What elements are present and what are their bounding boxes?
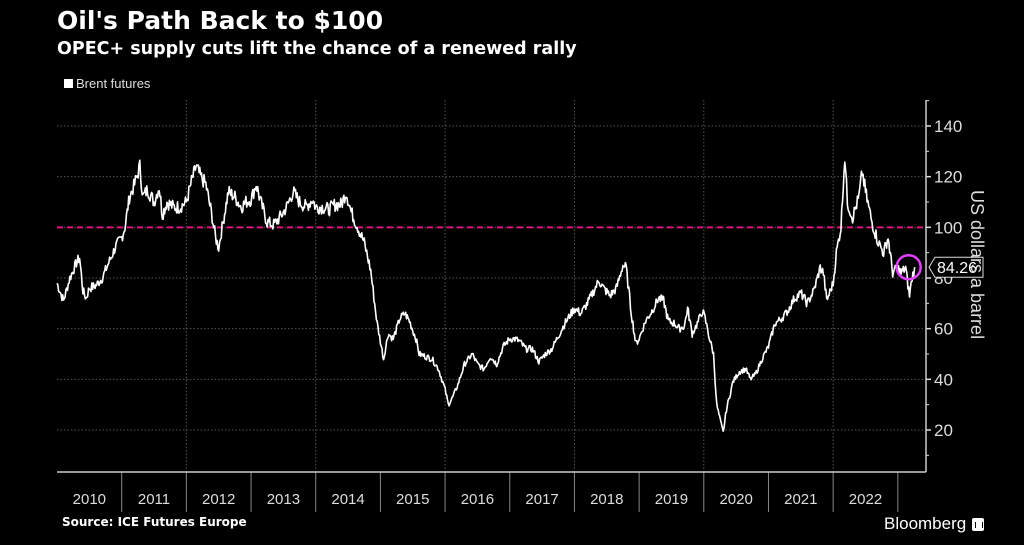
y-tick-label: 140: [934, 117, 962, 136]
x-tick-label: 2022: [849, 491, 882, 508]
x-tick-label: 2015: [396, 491, 429, 508]
legend: Brent futures: [64, 76, 150, 91]
grid: [57, 100, 926, 472]
x-tick-label: 2018: [590, 491, 623, 508]
x-tick-label: 2013: [267, 491, 300, 508]
chart-subtitle: OPEC+ supply cuts lift the chance of a r…: [57, 39, 577, 59]
x-tick-label: 2017: [525, 491, 558, 508]
bloomberg-chart-icon: [972, 517, 985, 531]
brand-name: Bloomberg: [884, 514, 967, 533]
x-tick-label: 2012: [202, 491, 235, 508]
chart-title: Oil's Path Back to $100: [57, 6, 384, 35]
last-value-badge: [928, 256, 984, 278]
series-group: [56, 159, 916, 432]
series-line-brent: [56, 159, 916, 432]
x-tick-label: 2014: [331, 491, 364, 508]
x-tick-label: 2019: [655, 491, 688, 508]
legend-label: Brent futures: [76, 76, 151, 91]
y-tick-label: 120: [934, 168, 962, 187]
y-tick-label: 100: [934, 218, 962, 237]
y-axis-label: US dollars a barrel: [967, 190, 987, 340]
source-note: Source: ICE Futures Europe: [62, 515, 247, 529]
y-tick-label: 60: [934, 320, 953, 339]
x-tick-label: 2010: [73, 491, 106, 508]
highlight-circle: [895, 253, 922, 281]
x-tick-label: 2021: [784, 491, 817, 508]
legend-swatch: [64, 79, 73, 88]
y-tick-label: 40: [934, 370, 953, 389]
x-tick-label: 2011: [138, 491, 170, 508]
x-tick-label: 2020: [719, 491, 752, 508]
brand-logo: Bloomberg: [884, 514, 985, 534]
y-tick-label: 20: [934, 421, 953, 440]
x-tick-label: 2016: [461, 491, 494, 508]
last-value-label: 84.26: [937, 260, 977, 277]
annotations: 84.26: [895, 253, 984, 281]
